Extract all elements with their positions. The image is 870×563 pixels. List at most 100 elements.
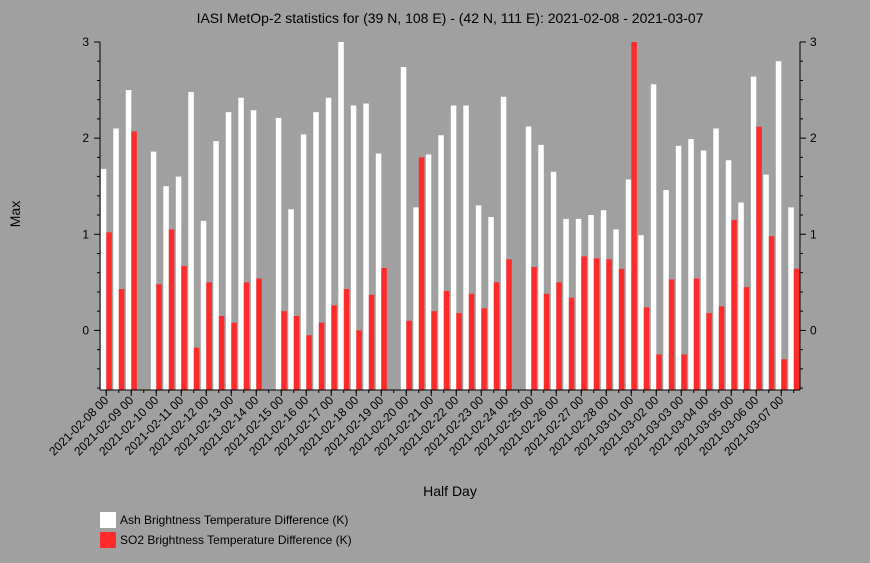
y-tick-label-right: 2	[810, 131, 817, 145]
legend-label-ash: Ash Brightness Temperature Difference (K…	[120, 513, 348, 527]
ash-bar	[350, 105, 357, 391]
ash-bar	[700, 150, 707, 390]
y-tick-label-left: 2	[82, 131, 89, 145]
y-tick-label-right: 1	[810, 227, 817, 241]
so2-bar	[556, 282, 562, 390]
ash-bar	[763, 174, 769, 390]
so2-bar	[368, 294, 375, 390]
so2-bar	[381, 267, 387, 390]
so2-bar	[718, 306, 725, 390]
ash-bar	[738, 202, 744, 390]
ash-bar	[675, 145, 682, 390]
y-tick-label-left: 0	[82, 323, 89, 337]
so2-bar	[593, 258, 600, 390]
so2-bar	[256, 278, 262, 390]
ash-bar	[400, 66, 407, 390]
legend-swatch-ash	[100, 512, 116, 528]
ash-bar	[450, 105, 457, 391]
so2-bar	[206, 282, 212, 390]
so2-bar	[156, 284, 162, 390]
so2-bar	[543, 293, 550, 390]
ash-bar	[275, 117, 282, 390]
ash-bar	[238, 97, 244, 391]
legend-swatch-so2	[100, 532, 116, 548]
ash-bar	[338, 42, 344, 390]
so2-bar	[481, 308, 487, 390]
ash-bar	[113, 128, 119, 390]
so2-bar	[356, 330, 362, 390]
so2-bar	[431, 311, 437, 390]
ash-bar	[175, 176, 182, 390]
ash-bar	[525, 126, 532, 391]
so2-bar	[306, 335, 312, 390]
ash-bar	[725, 160, 732, 390]
so2-bar	[581, 256, 587, 390]
ash-bar	[688, 139, 694, 390]
so2-bar	[506, 259, 512, 390]
ash-bar	[550, 171, 557, 390]
so2-bar	[756, 126, 762, 391]
so2-bar	[781, 359, 787, 390]
so2-bar	[168, 229, 175, 390]
ash-bar	[413, 207, 419, 390]
bar-marks	[100, 42, 800, 391]
ash-bar	[188, 91, 194, 390]
so2-bar	[418, 157, 425, 390]
so2-bar	[468, 293, 475, 390]
ash-bar	[225, 112, 232, 391]
y-tick-label-right: 3	[810, 35, 817, 49]
ash-bar	[150, 151, 157, 390]
ash-bar	[125, 90, 132, 391]
y-tick-label-left: 3	[82, 35, 89, 49]
chart-title: IASI MetOp-2 statistics for (39 N, 108 E…	[197, 10, 704, 26]
ash-bar	[500, 96, 507, 390]
so2-bar	[293, 315, 300, 390]
ash-bar	[163, 186, 169, 390]
ash-bar	[625, 179, 632, 390]
ash-bar	[463, 105, 469, 391]
x-axis-label: Half Day	[423, 483, 477, 499]
ash-bar	[663, 190, 669, 390]
legend-label-so2: SO2 Brightness Temperature Difference (K…	[120, 533, 352, 547]
so2-bar	[631, 42, 637, 390]
ash-bar	[300, 134, 307, 390]
so2-bar	[681, 354, 687, 390]
so2-bar	[768, 236, 775, 390]
ash-bar	[475, 205, 482, 390]
ash-bar	[750, 76, 757, 391]
y-tick-label-left: 1	[82, 227, 89, 241]
so2-bar	[131, 131, 137, 390]
so2-bar	[693, 278, 700, 390]
so2-bar	[193, 347, 200, 390]
so2-bar	[568, 297, 575, 390]
so2-bar	[281, 311, 287, 390]
ash-bar	[100, 168, 107, 390]
so2-bar	[118, 289, 125, 390]
ash-bar	[425, 154, 432, 390]
ash-bar	[563, 218, 569, 390]
ash-bar	[375, 153, 382, 390]
ash-bar	[650, 84, 657, 390]
so2-bar	[343, 289, 350, 390]
so2-bar	[706, 313, 712, 390]
ash-bar	[775, 61, 782, 390]
so2-bar	[443, 290, 450, 390]
so2-bar	[406, 320, 412, 390]
so2-bar	[793, 268, 800, 390]
ash-bar	[638, 235, 644, 390]
so2-bar	[106, 232, 112, 390]
so2-bar	[531, 266, 537, 390]
so2-bar	[181, 265, 187, 390]
so2-bar	[731, 219, 737, 390]
ash-bar	[213, 141, 219, 390]
ash-bar	[538, 144, 544, 390]
y-tick-label-right: 0	[810, 323, 817, 337]
y-tick-labels: 0 0 1 1 2 2 3 3	[82, 35, 817, 337]
ash-bar	[288, 209, 294, 390]
ash-bar	[438, 135, 444, 390]
so2-bar	[668, 279, 675, 390]
so2-bar	[318, 322, 325, 390]
so2-bar	[643, 307, 650, 390]
